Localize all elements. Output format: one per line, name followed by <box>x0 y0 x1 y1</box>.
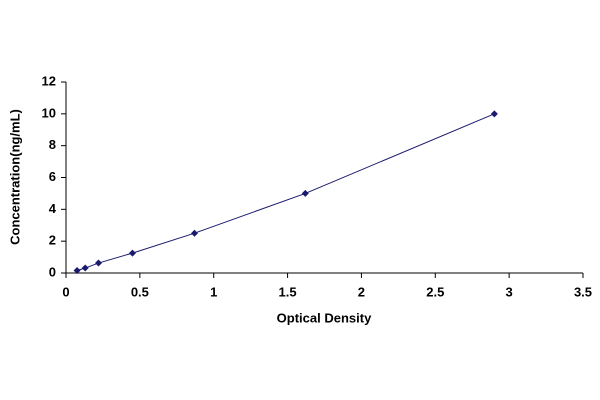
x-tick-label: 0 <box>62 284 69 299</box>
point <box>128 249 136 257</box>
x-tick-label: 1 <box>210 284 217 299</box>
x-tick-label: 3 <box>506 284 513 299</box>
point <box>191 229 199 237</box>
x-axis-title: Optical Density <box>277 310 372 325</box>
x-tick-label: 2 <box>358 284 365 299</box>
y-tick-label: 12 <box>42 73 56 88</box>
x-tick-label: 1.5 <box>279 284 297 299</box>
point <box>94 259 102 267</box>
x-tick-label: 0.5 <box>131 284 149 299</box>
point <box>490 110 498 118</box>
y-tick-label: 0 <box>49 264 56 279</box>
point <box>301 189 309 197</box>
y-tick-label: 4 <box>49 201 57 216</box>
y-axis-title: Concentration(ng/mL) <box>7 109 22 245</box>
y-tick-label: 8 <box>49 137 56 152</box>
point <box>73 267 81 275</box>
point <box>81 264 89 272</box>
y-tick-label: 6 <box>49 169 56 184</box>
curve <box>76 113 495 271</box>
x-tick-label: 3.5 <box>574 284 592 299</box>
y-tick-label: 10 <box>42 105 56 120</box>
y-tick-label: 2 <box>49 233 56 248</box>
x-tick-label: 2.5 <box>426 284 444 299</box>
